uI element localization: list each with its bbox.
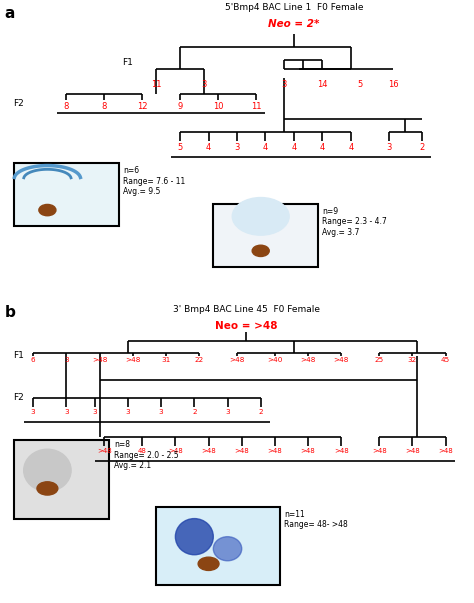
Text: >48: >48 [234, 447, 249, 453]
Text: 3: 3 [31, 409, 36, 414]
Text: a: a [5, 6, 15, 21]
Ellipse shape [175, 519, 213, 555]
Text: 14: 14 [317, 80, 328, 89]
Text: 3: 3 [201, 80, 207, 89]
Text: F2: F2 [13, 394, 24, 402]
Bar [156, 507, 280, 585]
Text: 4: 4 [263, 143, 268, 152]
Circle shape [198, 557, 219, 570]
Text: 11: 11 [251, 102, 261, 111]
Text: 3: 3 [92, 409, 97, 414]
Text: F1: F1 [122, 58, 133, 67]
Text: >48: >48 [267, 447, 283, 453]
Text: >48: >48 [125, 357, 140, 363]
Text: Neo = 2*: Neo = 2* [268, 19, 319, 29]
Text: 16: 16 [388, 80, 399, 89]
Text: 31: 31 [161, 357, 171, 363]
Text: 10: 10 [213, 102, 223, 111]
Text: n=9
Range= 2.3 - 4.7
Avg.= 3.7: n=9 Range= 2.3 - 4.7 Avg.= 3.7 [322, 207, 387, 237]
Circle shape [232, 198, 289, 235]
Text: 3: 3 [282, 80, 287, 89]
Text: 3: 3 [386, 143, 392, 152]
Text: 2: 2 [258, 409, 263, 414]
Text: 4: 4 [348, 143, 354, 152]
Text: 4: 4 [319, 143, 325, 152]
Ellipse shape [213, 537, 242, 561]
Circle shape [39, 204, 56, 216]
Text: 8: 8 [101, 102, 107, 111]
Text: 3: 3 [64, 409, 69, 414]
Bar [213, 204, 318, 267]
Text: >48: >48 [97, 447, 112, 453]
Text: 3: 3 [64, 357, 69, 363]
Text: 45: 45 [441, 357, 450, 363]
Text: 3: 3 [234, 143, 240, 152]
Text: F1: F1 [13, 352, 24, 360]
Text: 9: 9 [177, 102, 183, 111]
Text: F2: F2 [13, 99, 24, 108]
Text: n=8
Range= 2.0 - 2.5
Avg.= 2.1: n=8 Range= 2.0 - 2.5 Avg.= 2.1 [114, 440, 178, 470]
Circle shape [37, 482, 58, 495]
Text: >48: >48 [334, 447, 349, 453]
Text: 3: 3 [126, 409, 130, 414]
Text: >48: >48 [301, 357, 316, 363]
Text: >48: >48 [168, 447, 183, 453]
Text: >48: >48 [438, 447, 453, 453]
Circle shape [252, 245, 269, 256]
Text: 22: 22 [194, 357, 204, 363]
Text: 48: 48 [138, 447, 146, 453]
Text: 3: 3 [225, 409, 230, 414]
Text: >48: >48 [334, 357, 349, 363]
Text: n=11
Range= 48- >48: n=11 Range= 48- >48 [284, 510, 348, 529]
Text: b: b [5, 305, 16, 320]
Text: 3: 3 [159, 409, 164, 414]
Text: >48: >48 [229, 357, 245, 363]
Text: 11: 11 [151, 80, 162, 89]
Text: 32: 32 [408, 357, 417, 363]
Text: >48: >48 [372, 447, 387, 453]
Text: 2: 2 [419, 143, 425, 152]
Text: 3' Bmp4 BAC Line 45  F0 Female: 3' Bmp4 BAC Line 45 F0 Female [173, 305, 320, 314]
Text: 6: 6 [31, 357, 36, 363]
Text: >40: >40 [267, 357, 283, 363]
Text: 4: 4 [291, 143, 297, 152]
Text: 5: 5 [177, 143, 183, 152]
Text: 4: 4 [206, 143, 211, 152]
Bar [14, 163, 118, 226]
Text: 12: 12 [137, 102, 147, 111]
Text: 8: 8 [64, 102, 69, 111]
Text: >48: >48 [405, 447, 420, 453]
Bar [14, 440, 109, 519]
Text: 5'Bmp4 BAC Line 1  F0 Female: 5'Bmp4 BAC Line 1 F0 Female [225, 3, 363, 12]
Ellipse shape [24, 449, 71, 491]
Text: >48: >48 [92, 357, 107, 363]
Text: n=6
Range= 7.6 - 11
Avg.= 9.5: n=6 Range= 7.6 - 11 Avg.= 9.5 [123, 166, 185, 196]
Text: 5: 5 [357, 80, 363, 89]
Text: 2: 2 [192, 409, 197, 414]
Text: 25: 25 [374, 357, 384, 363]
Text: Neo = >48: Neo = >48 [215, 321, 278, 331]
Text: >48: >48 [201, 447, 216, 453]
Text: >48: >48 [301, 447, 316, 453]
